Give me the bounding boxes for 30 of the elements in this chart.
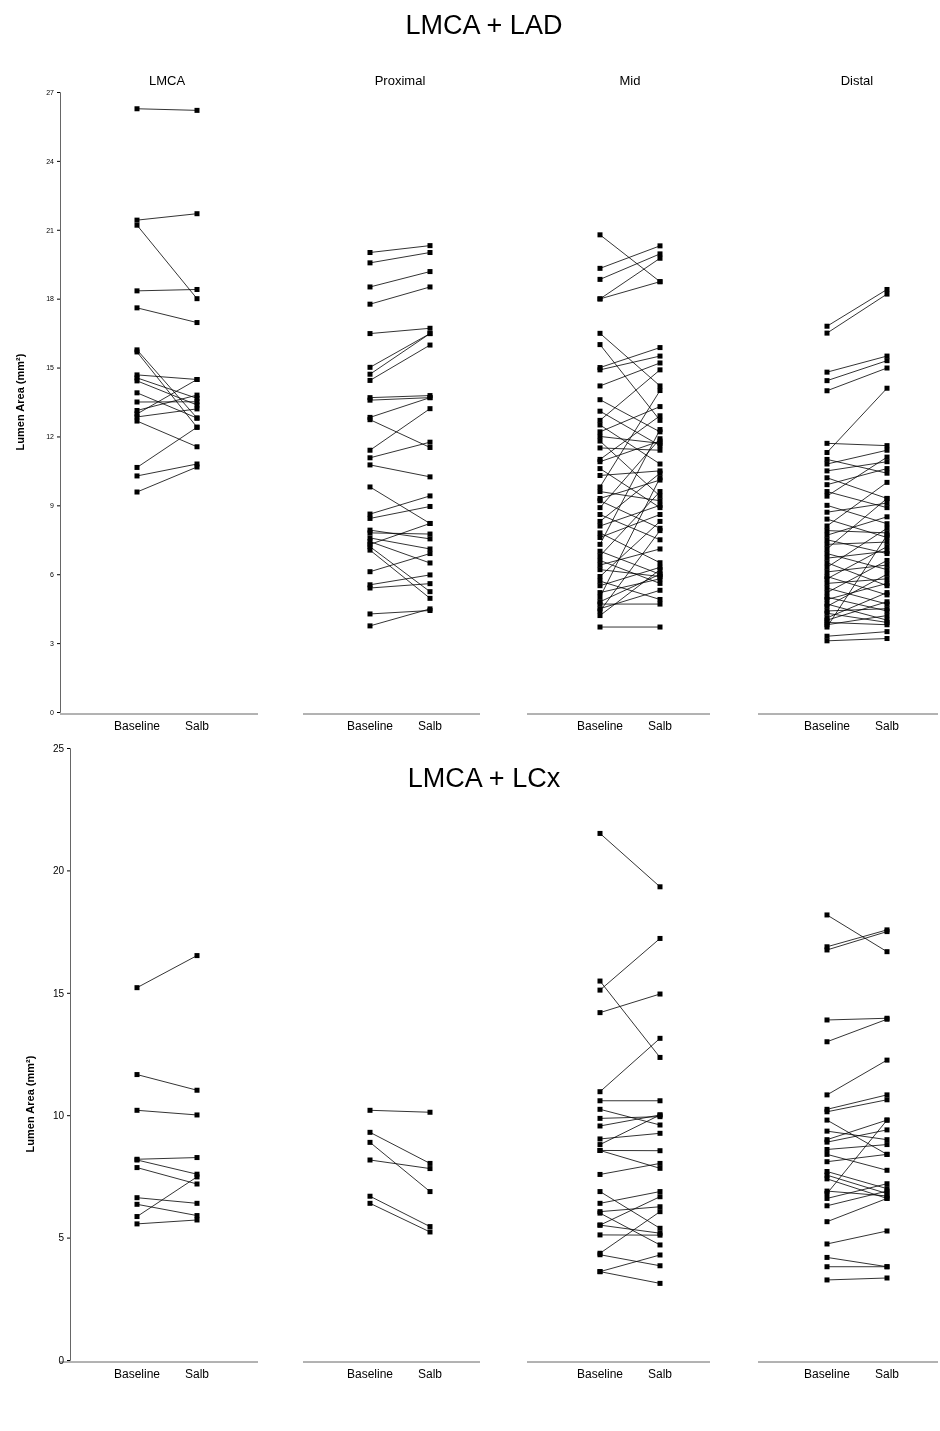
x-tick-label: Baseline bbox=[576, 1367, 624, 1381]
y-axis-title: Lumen Area (mm²) bbox=[24, 1055, 36, 1153]
y-tick-label: 10 bbox=[52, 1109, 65, 1121]
chart-title: Proximal bbox=[374, 73, 426, 88]
chart-title: Distal bbox=[840, 73, 874, 88]
x-tick-label: Baseline bbox=[113, 719, 161, 733]
x-tick-label: Baseline bbox=[576, 719, 624, 733]
x-tick-label: Salb bbox=[184, 719, 210, 733]
x-tick-label: Salb bbox=[647, 1367, 673, 1381]
x-tick-label: Baseline bbox=[803, 1367, 851, 1381]
x-tick-label: Baseline bbox=[113, 1367, 161, 1381]
y-tick-label: 0 bbox=[58, 1354, 65, 1366]
y-tick-label: 20 bbox=[52, 865, 65, 877]
y-axis-title: Lumen Area (mm²) bbox=[14, 353, 26, 451]
x-tick-label: Salb bbox=[874, 1367, 900, 1381]
x-tick-label: Salb bbox=[874, 719, 900, 733]
x-tick-label: Salb bbox=[417, 1367, 443, 1381]
chart-title: LMCA bbox=[148, 73, 186, 88]
x-tick-label: Baseline bbox=[803, 719, 851, 733]
x-tick-label: Salb bbox=[184, 1367, 210, 1381]
text: LMCA + LAD bbox=[405, 10, 563, 40]
x-tick-label: Salb bbox=[647, 719, 673, 733]
x-tick-label: Baseline bbox=[346, 719, 394, 733]
y-tick-label: 25 bbox=[52, 742, 65, 754]
y-tick-label: 5 bbox=[58, 1232, 65, 1244]
chart-title: Mid bbox=[619, 73, 641, 88]
annotation: LMCA + LCx bbox=[407, 763, 561, 793]
x-tick-label: Salb bbox=[417, 719, 443, 733]
y-tick-label: 15 bbox=[52, 987, 65, 999]
x-tick-label: Baseline bbox=[346, 1367, 394, 1381]
